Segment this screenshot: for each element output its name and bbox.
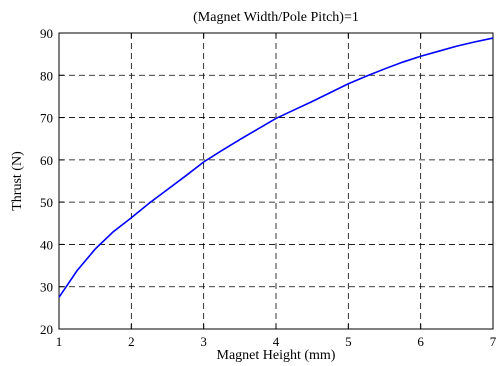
chart-title: (Magnet Width/Pole Pitch)=1 (193, 10, 359, 25)
thrust-series-line (58, 37, 494, 298)
x-tick-label: 1 (56, 334, 63, 349)
x-axis-label: Magnet Height (mm) (217, 348, 336, 363)
axis-ticks (58, 32, 494, 330)
y-tick-label: 80 (40, 68, 53, 83)
x-tick-label: 2 (128, 334, 135, 349)
grid-lines (59, 33, 493, 329)
y-tick-label: 90 (40, 26, 53, 41)
y-tick-label: 50 (40, 195, 53, 210)
y-tick-label: 60 (40, 153, 53, 168)
y-tick-label: 40 (40, 237, 53, 252)
x-tick-label: 4 (273, 334, 280, 349)
x-tick-label: 6 (417, 334, 424, 349)
y-tick-label: 70 (40, 111, 53, 126)
x-tick-label: 3 (200, 334, 207, 349)
y-axis-label: Thrust (N) (10, 151, 25, 211)
x-tick-label: 7 (490, 334, 497, 349)
tick-labels: 1 2 3 4 5 6 7 20 30 40 50 60 70 80 90 (40, 26, 497, 349)
y-tick-label: 30 (40, 280, 53, 295)
x-tick-label: 5 (345, 334, 352, 349)
y-tick-label: 20 (40, 322, 53, 337)
